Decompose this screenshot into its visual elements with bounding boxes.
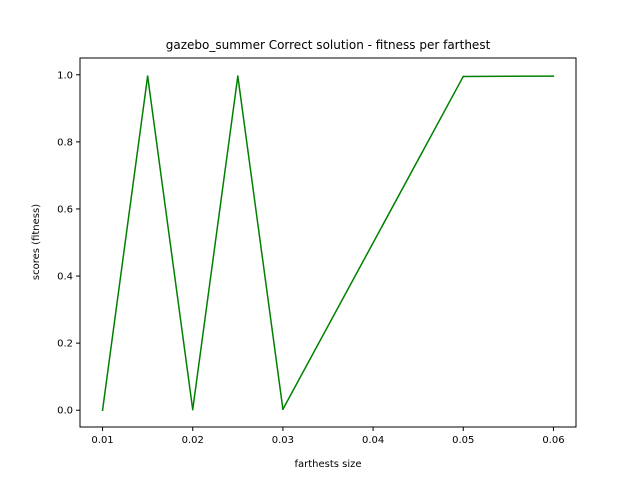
- series-0-point: [102, 409, 104, 411]
- x-tick-label: 0.01: [91, 435, 113, 446]
- y-tick-label: 0.6: [57, 204, 73, 215]
- series-0-segment: [193, 76, 238, 409]
- y-axis: 0.0 0.2 0.4 0.6 0.8 1.0: [57, 70, 80, 416]
- series-0-point: [192, 409, 194, 411]
- x-tick-label: 0.05: [452, 435, 474, 446]
- series-0-segment: [103, 76, 148, 410]
- x-tick-label: 0.04: [362, 435, 384, 446]
- series-0-segment: [283, 76, 463, 409]
- y-tick-label: 0.0: [57, 406, 73, 417]
- series-0-segment: [238, 76, 283, 409]
- series-0-point: [553, 75, 555, 77]
- x-tick-label: 0.03: [272, 435, 294, 446]
- chart-title: gazebo_summer Correct solution - fitness…: [166, 38, 491, 52]
- y-tick-label: 0.4: [57, 272, 73, 283]
- x-tick-label: 0.02: [182, 435, 204, 446]
- x-axis-label: farthests size: [294, 459, 361, 470]
- series-0-point: [237, 75, 239, 77]
- series-0-segment: [148, 76, 193, 409]
- plot-frame: [80, 58, 576, 427]
- plot-area: [102, 75, 554, 411]
- x-tick-label: 0.06: [542, 435, 564, 446]
- series-0-point: [282, 408, 284, 410]
- y-tick-label: 0.8: [57, 137, 73, 148]
- x-axis: 0.01 0.02 0.03 0.04 0.05 0.06: [91, 427, 564, 446]
- y-axis-label: scores (fitness): [31, 204, 42, 280]
- y-tick-label: 1.0: [57, 70, 73, 81]
- y-tick-label: 0.2: [57, 339, 73, 350]
- series-0-point: [463, 76, 465, 78]
- series-0-point: [147, 75, 149, 77]
